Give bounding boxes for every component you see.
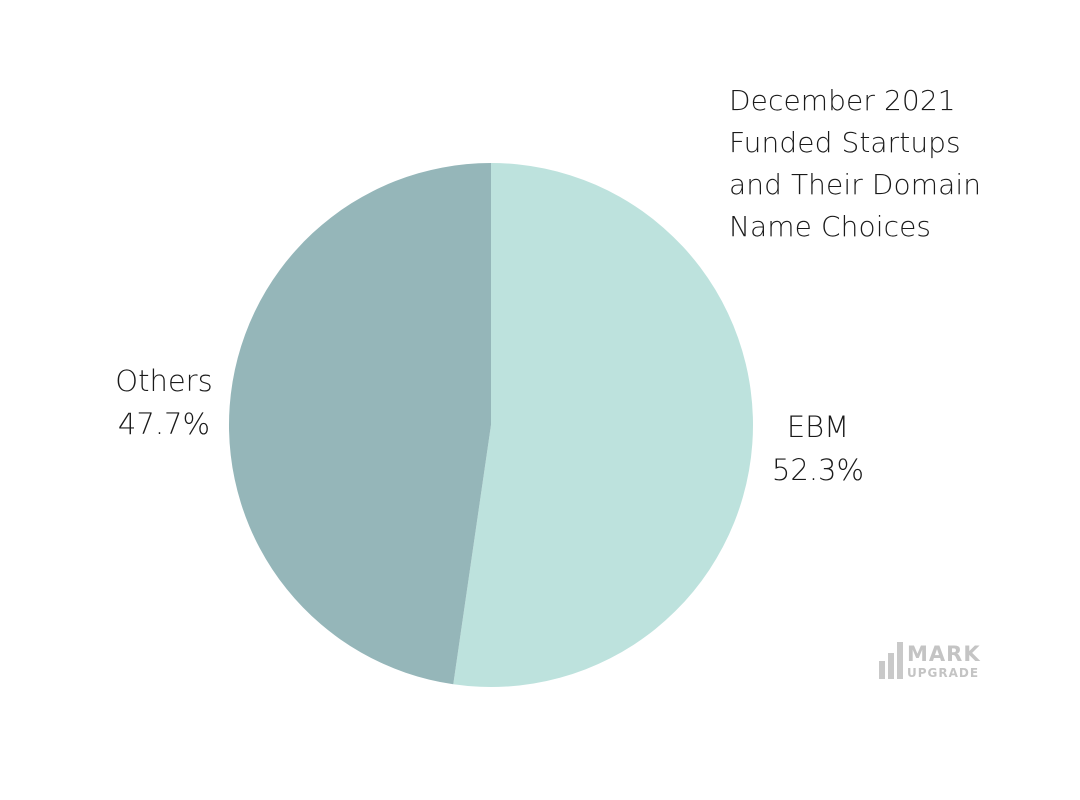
slice-label-percent: 52.3%	[771, 453, 865, 487]
brand-watermark: MARK UPGRADE	[879, 639, 981, 679]
slice-label-percent: 47.7%	[117, 407, 211, 441]
slice-label-ebm: EBM 52.3%	[758, 406, 878, 492]
chart-title-line: and Their Domain	[729, 168, 982, 201]
bar-chart-logo-icon	[879, 642, 903, 679]
slice-label-name: Others	[115, 364, 213, 398]
slice-label-others: Others 47.7%	[99, 360, 229, 446]
watermark-text: MARK UPGRADE	[907, 642, 981, 680]
watermark-line1: MARK	[907, 642, 981, 666]
chart-title: December 2021 Funded Startups and Their …	[729, 80, 1029, 248]
chart-title-line: Name Choices	[729, 210, 932, 243]
watermark-line2: UPGRADE	[907, 666, 980, 680]
slice-label-name: EBM	[786, 410, 850, 444]
chart-title-line: December 2021	[729, 84, 956, 117]
pie-slice-ebm	[453, 163, 753, 687]
chart-title-line: Funded Startups	[729, 126, 961, 159]
pie-slice-others	[228, 162, 491, 685]
